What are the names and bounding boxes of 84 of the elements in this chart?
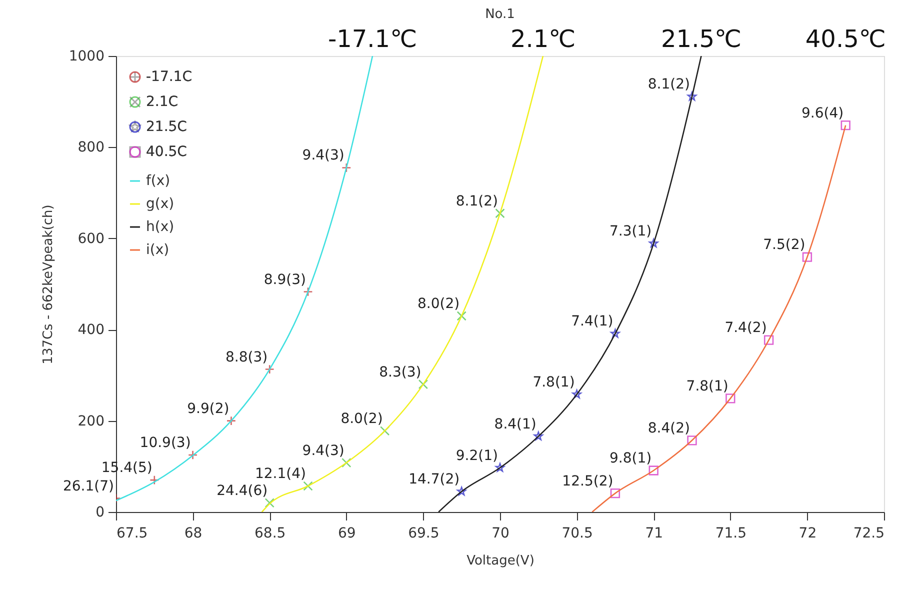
point xyxy=(303,286,313,297)
point xyxy=(495,462,505,472)
point xyxy=(264,498,274,508)
legend-label: 21.5C xyxy=(146,119,188,135)
x-tick-label: 68.5 xyxy=(254,526,286,542)
point xyxy=(610,488,620,498)
x-tick-label: 69 xyxy=(338,526,356,542)
x-tick-label: 71.5 xyxy=(715,526,746,542)
data-label: 7.5(2) xyxy=(763,237,806,254)
data-label: 10.9(3) xyxy=(140,435,191,451)
data-label: 9.4(3) xyxy=(302,442,344,459)
y-tick-label: 0 xyxy=(96,504,104,520)
data-label: 7.8(1) xyxy=(532,374,575,390)
point xyxy=(303,481,313,491)
data-label: 8.3(3) xyxy=(379,364,422,380)
x-tick-label: 70.5 xyxy=(562,526,593,542)
point xyxy=(342,162,352,173)
point xyxy=(226,416,236,426)
legend-label: i(x) xyxy=(146,242,170,258)
data-label: 7.8(1) xyxy=(686,378,728,394)
x-tick-label: 67.5 xyxy=(116,526,148,542)
point xyxy=(764,335,774,345)
y-tick-label: 400 xyxy=(78,322,104,338)
point xyxy=(648,238,658,248)
data-label: 24.4(6) xyxy=(216,482,268,499)
point xyxy=(456,311,466,321)
x-tick-label: 72 xyxy=(798,526,817,542)
y-axis-title: 137Cs - 662keVpeak(ch) xyxy=(40,204,56,364)
point xyxy=(418,379,428,390)
y-tick-label: 200 xyxy=(78,413,104,430)
text: 2.1℃ xyxy=(510,25,576,53)
point xyxy=(342,458,352,468)
data-label: 14.7(2) xyxy=(408,471,460,488)
x-tick-label: 71 xyxy=(645,526,664,542)
x-tick-label: 72.5 xyxy=(853,526,884,542)
chart-title: No.1 xyxy=(485,7,515,22)
point xyxy=(456,486,466,496)
point xyxy=(802,252,812,262)
text: -17.1℃ xyxy=(328,25,418,53)
data-label: 9.4(3) xyxy=(302,148,344,164)
data-label: 9.9(2) xyxy=(187,400,230,417)
data-label: 9.6(4) xyxy=(801,105,844,122)
point xyxy=(495,208,505,218)
data-label: 7.4(1) xyxy=(571,314,614,330)
data-label: 8.1(2) xyxy=(648,76,690,93)
data-label: 9.8(1) xyxy=(609,450,652,467)
data-label: 8.9(3) xyxy=(264,272,306,288)
x-tick-label: 68 xyxy=(184,526,202,542)
data-label: 9.2(1) xyxy=(456,448,498,464)
point xyxy=(726,394,736,404)
point xyxy=(687,436,697,446)
text: 40.5℃ xyxy=(805,25,886,53)
point xyxy=(534,431,544,440)
x-tick-label: 69.5 xyxy=(408,526,440,542)
data-label: 8.0(2) xyxy=(417,296,460,312)
y-tick-label: 1000 xyxy=(68,48,104,64)
point xyxy=(840,120,850,130)
legend-label: f(x) xyxy=(146,173,170,189)
data-label: 8.1(2) xyxy=(456,193,498,210)
data-label: 8.0(2) xyxy=(340,410,383,427)
point xyxy=(264,364,274,374)
data-label: 8.4(2) xyxy=(648,420,690,436)
data-label: 12.1(4) xyxy=(254,466,306,482)
legend-label: 40.5C xyxy=(146,144,188,160)
data-label: 7.3(1) xyxy=(609,223,652,240)
x-axis-title: Voltage(V) xyxy=(466,554,534,568)
point xyxy=(648,466,658,476)
point xyxy=(150,475,160,485)
data-label: 8.4(1) xyxy=(494,416,536,432)
y-tick-label: 600 xyxy=(78,230,104,247)
x-tick-label: 70 xyxy=(492,526,510,542)
data-label: 8.8(3) xyxy=(225,349,268,366)
legend-label: 2.1C xyxy=(146,94,178,110)
point xyxy=(188,450,198,460)
point xyxy=(380,426,390,436)
legend-label: h(x) xyxy=(146,219,174,235)
data-label: 7.4(2) xyxy=(724,320,767,336)
point xyxy=(687,92,697,101)
legend-label: -17.1C xyxy=(146,69,192,85)
y-tick-label: 800 xyxy=(78,140,104,156)
data-label: 26.1(7) xyxy=(62,478,114,494)
text: 21.5℃ xyxy=(661,25,742,53)
data-label: 12.5(2) xyxy=(562,473,614,490)
legend-label: g(x) xyxy=(146,196,174,212)
